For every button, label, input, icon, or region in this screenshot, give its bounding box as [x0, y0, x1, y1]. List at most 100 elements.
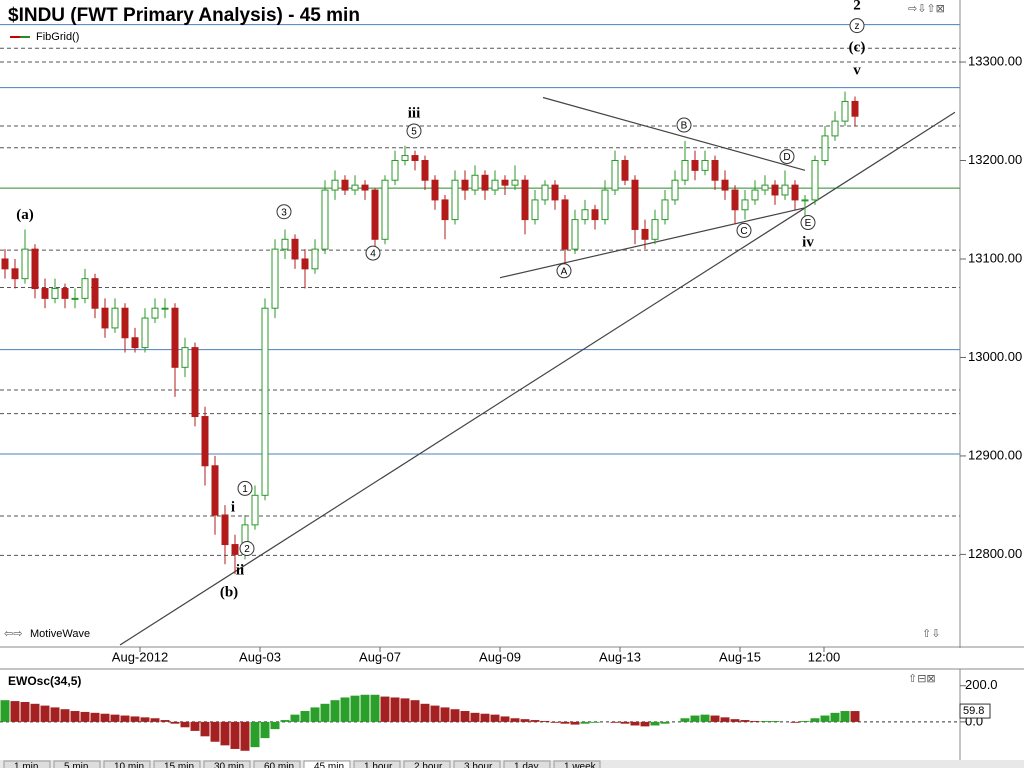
x-tick-label: Aug-15: [719, 649, 761, 664]
osc-bar: [100, 713, 110, 722]
osc-bar: [10, 701, 20, 722]
panel-buttons[interactable]: ⇧⇩: [922, 628, 940, 640]
osc-bar: [120, 715, 130, 722]
candle-body: [81, 278, 89, 299]
panel-buttons[interactable]: ⇨⇩⇧⊠: [908, 3, 945, 15]
osc-bar: [830, 712, 840, 722]
chart-title: $INDU (FWT Primary Analysis) - 45 min: [8, 5, 360, 26]
nav-arrows[interactable]: ⇦⇨: [4, 628, 22, 640]
candle-body: [261, 307, 269, 496]
panel-buttons[interactable]: ⇧⊟⊠: [908, 673, 936, 685]
candle-body: [121, 307, 129, 339]
wave-circle: [239, 540, 255, 556]
wave-label: 2: [244, 544, 250, 555]
tab-label[interactable]: 3 hour: [464, 762, 493, 768]
tab[interactable]: [153, 760, 201, 768]
tab[interactable]: [253, 760, 301, 768]
candle-body: [271, 248, 279, 309]
tab[interactable]: [53, 760, 101, 768]
osc-bar: [680, 718, 690, 722]
tab-label[interactable]: 45 min: [314, 762, 344, 768]
candle-body: [691, 160, 699, 171]
osc-bar: [590, 721, 600, 723]
osc-bar: [700, 714, 710, 722]
wave-circle: [849, 18, 865, 34]
tab-label[interactable]: 10 min: [114, 762, 144, 768]
candle-body: [431, 179, 439, 201]
tab-label[interactable]: 2 hour: [414, 762, 443, 768]
tab[interactable]: [503, 760, 551, 768]
candle-body: [391, 160, 399, 181]
tab-label[interactable]: 30 min: [214, 762, 244, 768]
osc-bar: [70, 711, 80, 722]
tab-label[interactable]: 1 min: [14, 762, 38, 768]
candle-body: [341, 179, 349, 191]
tab[interactable]: [303, 760, 351, 768]
osc-bar: [560, 721, 570, 724]
candle-body: [301, 258, 309, 270]
osc-bar: [430, 705, 440, 722]
candle-body: [401, 155, 409, 162]
wave-label: (c): [849, 40, 866, 56]
tab-label[interactable]: 60 min: [264, 762, 294, 768]
osc-bar: [60, 709, 70, 722]
candle-body: [151, 307, 159, 319]
last-value-box: [959, 703, 991, 719]
tab[interactable]: [353, 760, 401, 768]
candle-body: [571, 219, 579, 250]
osc-bar: [810, 718, 820, 722]
osc-bar: [540, 720, 550, 722]
x-tick-label: Aug-07: [359, 649, 401, 664]
osc-bar: [850, 711, 860, 722]
candle-body: [51, 288, 59, 299]
osc-bar: [500, 716, 510, 722]
tab-label[interactable]: 15 min: [164, 762, 194, 768]
osc-bar: [390, 697, 400, 722]
tab[interactable]: [553, 760, 601, 768]
candle-body: [851, 100, 859, 117]
tab-label[interactable]: 1 day: [514, 762, 538, 768]
osc-bar: [370, 694, 380, 722]
candle-body: [771, 184, 779, 196]
candle-body: [531, 199, 539, 221]
candle-body: [591, 209, 599, 221]
tab[interactable]: [453, 760, 501, 768]
tab[interactable]: [3, 760, 51, 768]
wave-circle: [800, 215, 816, 231]
candle-body: [461, 179, 469, 191]
osc-bar: [110, 714, 120, 722]
candle-body: [661, 199, 669, 221]
osc-bar: [800, 720, 810, 722]
candle-body: [71, 297, 79, 300]
osc-bar: [840, 711, 850, 722]
osc-bar: [660, 721, 670, 724]
wave-circle: [556, 263, 572, 279]
osc-bar: [130, 716, 140, 722]
osc-bar: [750, 720, 760, 722]
last-value-label: 59.8: [963, 705, 984, 717]
tab-label[interactable]: 1 hour: [364, 762, 393, 768]
candle-body: [351, 184, 359, 191]
osc-bar: [710, 715, 720, 722]
osc-bar: [140, 717, 150, 722]
candle-body: [581, 209, 589, 221]
tab-label[interactable]: 5 min: [64, 762, 88, 768]
candle-body: [111, 307, 119, 329]
osc-bar: [300, 711, 310, 722]
tab[interactable]: [203, 760, 251, 768]
x-tick-label: Aug-2012: [112, 649, 168, 664]
candle-body: [671, 179, 679, 201]
candle-body: [221, 514, 229, 546]
candle-body: [761, 184, 769, 191]
tab-label[interactable]: 1 week: [564, 762, 597, 768]
osc-bar: [310, 707, 320, 722]
tab[interactable]: [103, 760, 151, 768]
candle-body: [821, 135, 829, 162]
osc-bar: [420, 703, 430, 722]
wave-circle: [237, 480, 253, 496]
candle-body: [471, 174, 479, 191]
candle-body: [491, 179, 499, 191]
footer-label: MotiveWave: [30, 628, 90, 640]
tab[interactable]: [403, 760, 451, 768]
